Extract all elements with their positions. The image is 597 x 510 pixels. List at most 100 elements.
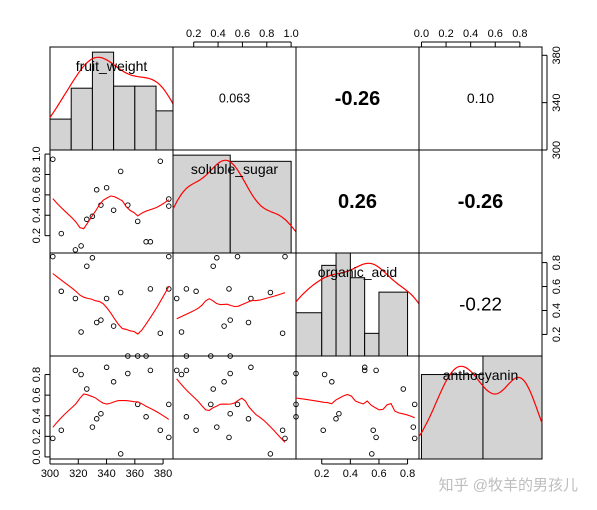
scatter-point [227,370,233,377]
tick-label: 0.8 [31,167,43,182]
histogram-bar [482,355,543,460]
panels: fruit_weight 0.063 -0.26 0.10 soluble_sugar 0… [49,46,543,460]
panel-border [295,355,420,460]
scatter-point [98,410,104,417]
tick-label: 0.4 [551,303,563,318]
panel-border [172,252,297,357]
smoother-line [176,292,286,320]
scatter-point [143,414,149,420]
scatter-point [329,379,335,385]
panel-border [49,149,174,254]
scatter-point [193,288,199,295]
scatter-point [117,168,124,175]
scatter-point [84,216,90,223]
scatter-point [50,156,56,162]
scatter-point [93,319,100,326]
histogram-bar [172,154,231,254]
smoother-line [52,273,170,335]
tick-label: 380 [154,468,172,480]
correlation-value: -0.26 [458,191,504,213]
histogram-bar [378,291,409,357]
scatter-point [226,286,232,292]
scatter-point [58,288,65,295]
scatter-point [293,401,299,408]
correlation-value: -0.22 [459,294,502,315]
scatter-point [93,416,100,422]
variable-name-fruit-weight: fruit_weight [76,58,148,74]
tick-label: 0.2 [186,28,201,40]
scatter-point [157,427,164,433]
scatter-point [173,295,180,302]
scatter-point [279,427,286,433]
scatter-point [214,424,220,430]
scatter-point [117,289,124,296]
tick-label: 360 [126,468,144,480]
density-curve [49,56,174,118]
histogram-bar [70,87,93,151]
tick-label: 0.8 [259,28,274,40]
scatter-point [134,218,141,225]
tick-label: 0.6 [31,187,43,202]
histogram-bar [295,312,323,357]
tick-label: 0.6 [488,28,503,40]
correlation-value: 0.063 [219,92,250,106]
scatter-point [279,330,286,336]
correlation-value: -0.26 [335,88,381,110]
scatter-point [178,329,185,335]
scatter-point [98,317,104,323]
scatter-point [293,414,299,420]
tick-label: 0.2 [438,28,453,40]
scatter-point [157,330,164,336]
tick-label: 340 [97,468,115,480]
scatter-point [58,427,65,433]
scatter-point [373,367,379,374]
histogram-bar [229,160,292,254]
scatter-point [58,230,65,237]
correlation-value: 0.10 [467,90,494,106]
scatter-point [400,386,407,392]
scatter-point [361,367,368,374]
tick-label: 340 [551,93,563,111]
scatter-point [173,367,180,374]
scatter-point [157,158,164,164]
scatter-point [125,370,131,377]
scatter-point [321,371,328,378]
scatter-point [267,451,274,457]
scatter-point [110,207,117,213]
scatter-point [78,243,84,249]
scatter-point [227,410,233,417]
tick-label: 0.8 [31,367,43,382]
tick-label: 0.0 [414,28,429,40]
scatter-point [369,451,375,457]
scatter-point [72,367,79,374]
tick-label: 300 [551,141,563,159]
scatter-point [208,401,214,408]
tick-label: 1.0 [283,28,298,40]
scatter-point [166,434,172,441]
tick-label: 0.6 [31,387,43,402]
scatter-point [248,364,254,371]
histogram-bar [349,277,366,357]
scatter-point [411,401,418,408]
tick-label: 300 [41,468,59,480]
tick-label: 0.8 [551,255,563,270]
scatter-point [234,253,241,260]
tick-label: 0.4 [463,28,478,40]
scatter-point [117,451,124,457]
scatter-point [226,434,232,441]
scatter-point [89,255,96,261]
tick-label: 320 [69,468,87,480]
scatter-point [410,424,417,430]
scatter-point [50,435,56,442]
scatter-point [110,323,117,329]
tick-label: 0.2 [31,429,43,444]
scatter-point [84,263,90,269]
scatter-point [210,263,216,269]
scatter-point [320,427,326,433]
tick-label: 0.2 [314,468,329,480]
scatter-point [93,187,100,193]
tick-label: 0.4 [31,208,43,223]
scatter-point [72,247,79,253]
histogram-bar [49,118,72,151]
scatter-point [245,416,252,422]
